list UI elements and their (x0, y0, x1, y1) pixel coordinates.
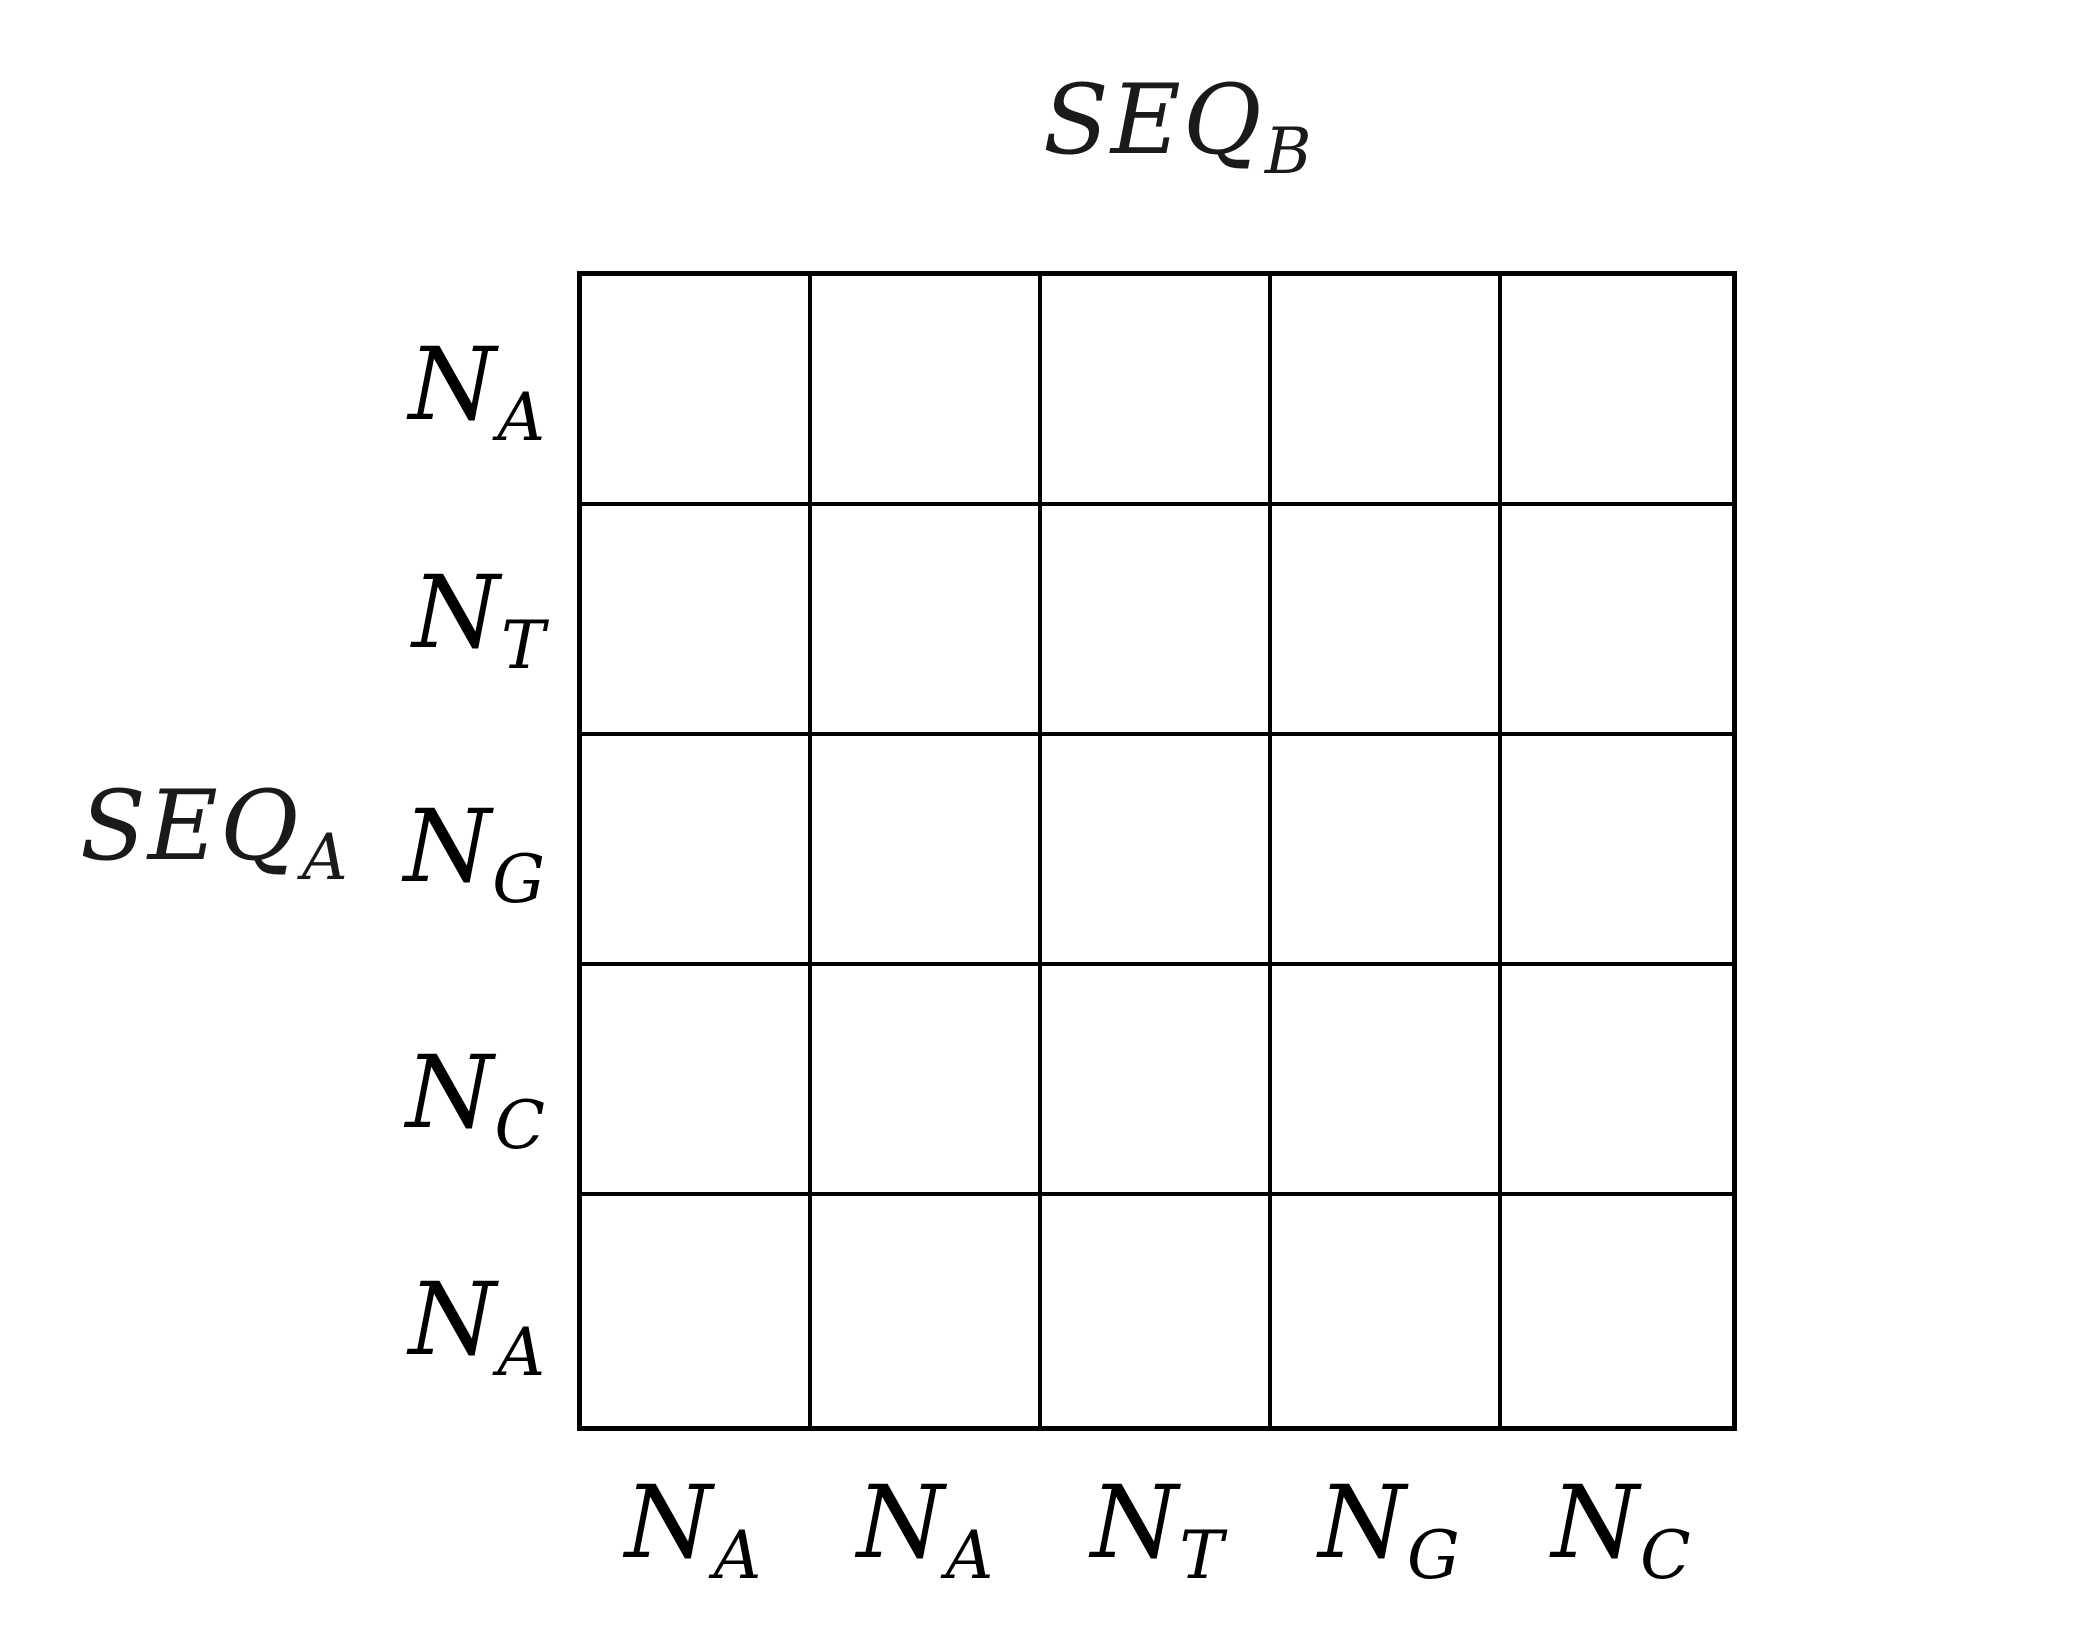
column-label-base: N (624, 1464, 713, 1581)
matrix-cell (1272, 276, 1502, 506)
matrix-cell (812, 276, 1042, 506)
matrix-cell (1042, 1196, 1272, 1426)
matrix-cell (812, 1196, 1042, 1426)
column-label: NG (1273, 1473, 1505, 1589)
column-label-sub: A (713, 1517, 762, 1595)
row-label: NT (412, 563, 545, 679)
column-label-sub: C (1640, 1517, 1691, 1595)
matrix-cell (1042, 506, 1272, 736)
matrix-cell (1502, 966, 1732, 1196)
row-label: NG (403, 797, 545, 913)
matrix-cell (1272, 1196, 1502, 1426)
column-label: NT (1041, 1473, 1273, 1589)
row-label-base: N (403, 788, 491, 905)
matrix-cell (1272, 506, 1502, 736)
seq-b-sub: B (1264, 114, 1314, 189)
seq-b-base: SEQ (1043, 64, 1264, 176)
matrix-cell (1042, 736, 1272, 966)
row-label: NC (406, 1043, 545, 1159)
seq-b-label: SEQB (1043, 72, 1313, 183)
matrix-cell (1502, 506, 1732, 736)
column-label-base: N (1090, 1464, 1179, 1581)
row-label-base: N (405, 1034, 494, 1151)
row-label: NA (409, 335, 545, 451)
matrix-cell (812, 506, 1042, 736)
seq-a-sub: A (301, 820, 350, 895)
row-label: NA (409, 1270, 545, 1386)
matrix-cell (1042, 966, 1272, 1196)
matrix-cell (1272, 966, 1502, 1196)
matrix-cell (582, 736, 812, 966)
alignment-matrix (577, 271, 1737, 1431)
matrix-cell (582, 276, 812, 506)
matrix-cell (1502, 1196, 1732, 1426)
row-label-sub: T (500, 607, 545, 685)
column-label-sub: A (945, 1517, 994, 1595)
matrix-cell (1272, 736, 1502, 966)
matrix-cell (582, 966, 812, 1196)
column-label-base: N (856, 1464, 945, 1581)
row-label-base: N (408, 326, 497, 443)
row-label-sub: A (497, 379, 545, 457)
row-label-sub: C (494, 1087, 546, 1165)
matrix-cell (582, 506, 812, 736)
column-label-base: N (1318, 1464, 1406, 1581)
row-label-sub: A (497, 1314, 545, 1392)
row-label-base: N (408, 1261, 497, 1378)
column-label-sub: G (1407, 1517, 1460, 1595)
row-label-sub: G (492, 841, 545, 919)
matrix-cell (1042, 276, 1272, 506)
matrix-cell (812, 966, 1042, 1196)
row-label-base: N (412, 554, 500, 671)
column-label-base: N (1551, 1464, 1639, 1581)
column-label: NA (809, 1473, 1041, 1589)
seq-a-base: SEQ (80, 770, 301, 882)
matrix-cell (1502, 276, 1732, 506)
matrix-cell (582, 1196, 812, 1426)
seq-a-label: SEQA (80, 778, 350, 889)
matrix-cell (812, 736, 1042, 966)
matrix-cell (1502, 736, 1732, 966)
column-label: NA (577, 1473, 809, 1589)
column-label: NC (1505, 1473, 1737, 1589)
column-label-sub: T (1179, 1517, 1224, 1595)
